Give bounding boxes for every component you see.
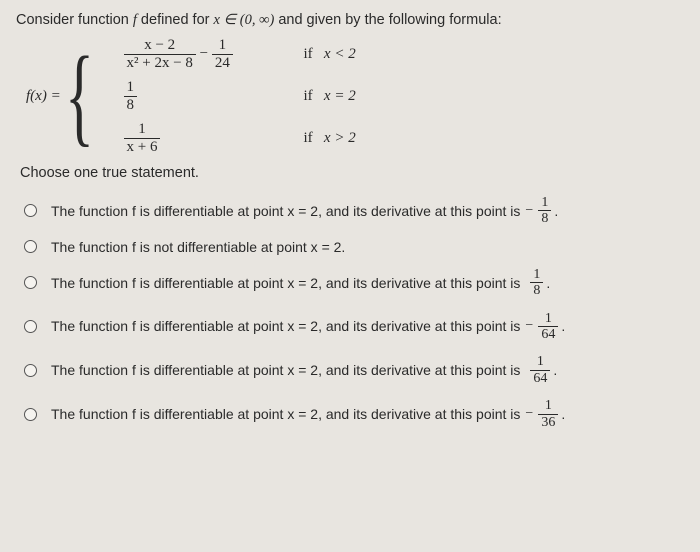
fraction-num: 1 [542, 311, 555, 326]
fraction-den: 64 [538, 326, 558, 342]
option-row[interactable]: The function f is differentiable at poin… [24, 354, 684, 386]
option-text: The function f is differentiable at poin… [51, 398, 565, 430]
fraction-num: 1 [542, 398, 555, 413]
choose-instruction: Choose one true statement. [20, 165, 684, 181]
case-row: x − 2 x² + 2x − 8 − 1 24 if x < 2 [124, 37, 356, 71]
prompt-domain: x ∈ (0, ∞) [213, 12, 274, 28]
option-sign: − [525, 203, 533, 219]
cond-expr: x < 2 [324, 46, 356, 62]
fraction-num: x − 2 [141, 37, 178, 54]
option-sign: − [525, 406, 533, 422]
fraction: 1 8 [530, 267, 543, 299]
case-condition: if x < 2 [304, 46, 356, 63]
case-expression: x − 2 x² + 2x − 8 − 1 24 [124, 37, 304, 71]
option-stem: The function f is differentiable at poin… [51, 406, 520, 422]
option-row[interactable]: The function f is differentiable at poin… [24, 311, 684, 343]
option-end: . [553, 362, 557, 378]
option-stem: The function f is not differentiable at … [51, 239, 345, 255]
fraction: 1 8 [538, 195, 551, 227]
radio-icon[interactable] [24, 364, 37, 377]
option-text: The function f is not differentiable at … [51, 239, 345, 255]
fraction-num: 1 [530, 267, 543, 282]
fraction: 1 64 [538, 311, 558, 343]
radio-icon[interactable] [24, 276, 37, 289]
option-row[interactable]: The function f is not differentiable at … [24, 239, 684, 255]
option-stem: The function f is differentiable at poin… [51, 362, 520, 378]
fraction: 1 8 [124, 79, 138, 113]
option-text: The function f is differentiable at poin… [51, 195, 558, 227]
radio-icon[interactable] [24, 240, 37, 253]
case-condition: if x > 2 [304, 130, 356, 147]
fraction: x − 2 x² + 2x − 8 [124, 37, 196, 71]
prompt-mid: defined for [137, 12, 214, 28]
fraction-den: x² + 2x − 8 [124, 54, 196, 72]
fraction-den: 36 [538, 414, 558, 430]
option-end: . [554, 203, 558, 219]
fraction-den: 24 [212, 54, 233, 72]
option-text: The function f is differentiable at poin… [51, 311, 565, 343]
option-stem: The function f is differentiable at poin… [51, 203, 520, 219]
fraction-num: 1 [216, 37, 230, 54]
question-prompt: Consider function f defined for x ∈ (0, … [16, 12, 684, 29]
fraction: 1 24 [212, 37, 233, 71]
piecewise-definition: f(x) = { x − 2 x² + 2x − 8 − 1 24 if x <… [26, 37, 684, 155]
case-condition: if x = 2 [304, 88, 356, 105]
brace-icon: { [65, 49, 94, 143]
option-end: . [561, 406, 565, 422]
minus-sign: − [200, 45, 212, 61]
cond-expr: x > 2 [324, 130, 356, 146]
option-row[interactable]: The function f is differentiable at poin… [24, 267, 684, 299]
cond-if: if [304, 88, 313, 104]
piecewise-cases: x − 2 x² + 2x − 8 − 1 24 if x < 2 1 8 [124, 37, 356, 155]
fraction-den: x + 6 [124, 138, 161, 156]
prompt-prefix: Consider function [16, 12, 133, 28]
fraction: 1 64 [530, 354, 550, 386]
fraction-num: 1 [135, 121, 149, 138]
option-row[interactable]: The function f is differentiable at poin… [24, 195, 684, 227]
case-expression: 1 8 [124, 79, 304, 113]
fraction: 1 x + 6 [124, 121, 161, 155]
cond-expr: x = 2 [324, 88, 356, 104]
radio-icon[interactable] [24, 204, 37, 217]
option-row[interactable]: The function f is differentiable at poin… [24, 398, 684, 430]
fraction-num: 1 [124, 79, 138, 96]
cond-if: if [304, 130, 313, 146]
fraction-den: 8 [124, 96, 138, 114]
case-row: 1 x + 6 if x > 2 [124, 121, 356, 155]
fraction-den: 64 [530, 370, 550, 386]
fraction-num: 1 [534, 354, 547, 369]
radio-icon[interactable] [24, 408, 37, 421]
option-text: The function f is differentiable at poin… [51, 354, 557, 386]
case-expression: 1 x + 6 [124, 121, 304, 155]
fraction: 1 36 [538, 398, 558, 430]
fraction-num: 1 [538, 195, 551, 210]
prompt-suffix: and given by the following formula: [274, 12, 501, 28]
piecewise-lhs: f(x) = [26, 88, 61, 105]
radio-icon[interactable] [24, 320, 37, 333]
option-sign: − [525, 318, 533, 334]
case-row: 1 8 if x = 2 [124, 79, 356, 113]
options-list: The function f is differentiable at poin… [16, 195, 684, 430]
fraction-den: 8 [530, 282, 543, 298]
option-end: . [546, 275, 550, 291]
option-stem: The function f is differentiable at poin… [51, 318, 520, 334]
fraction-den: 8 [538, 210, 551, 226]
option-text: The function f is differentiable at poin… [51, 267, 550, 299]
option-stem: The function f is differentiable at poin… [51, 275, 520, 291]
option-end: . [561, 318, 565, 334]
cond-if: if [304, 46, 313, 62]
